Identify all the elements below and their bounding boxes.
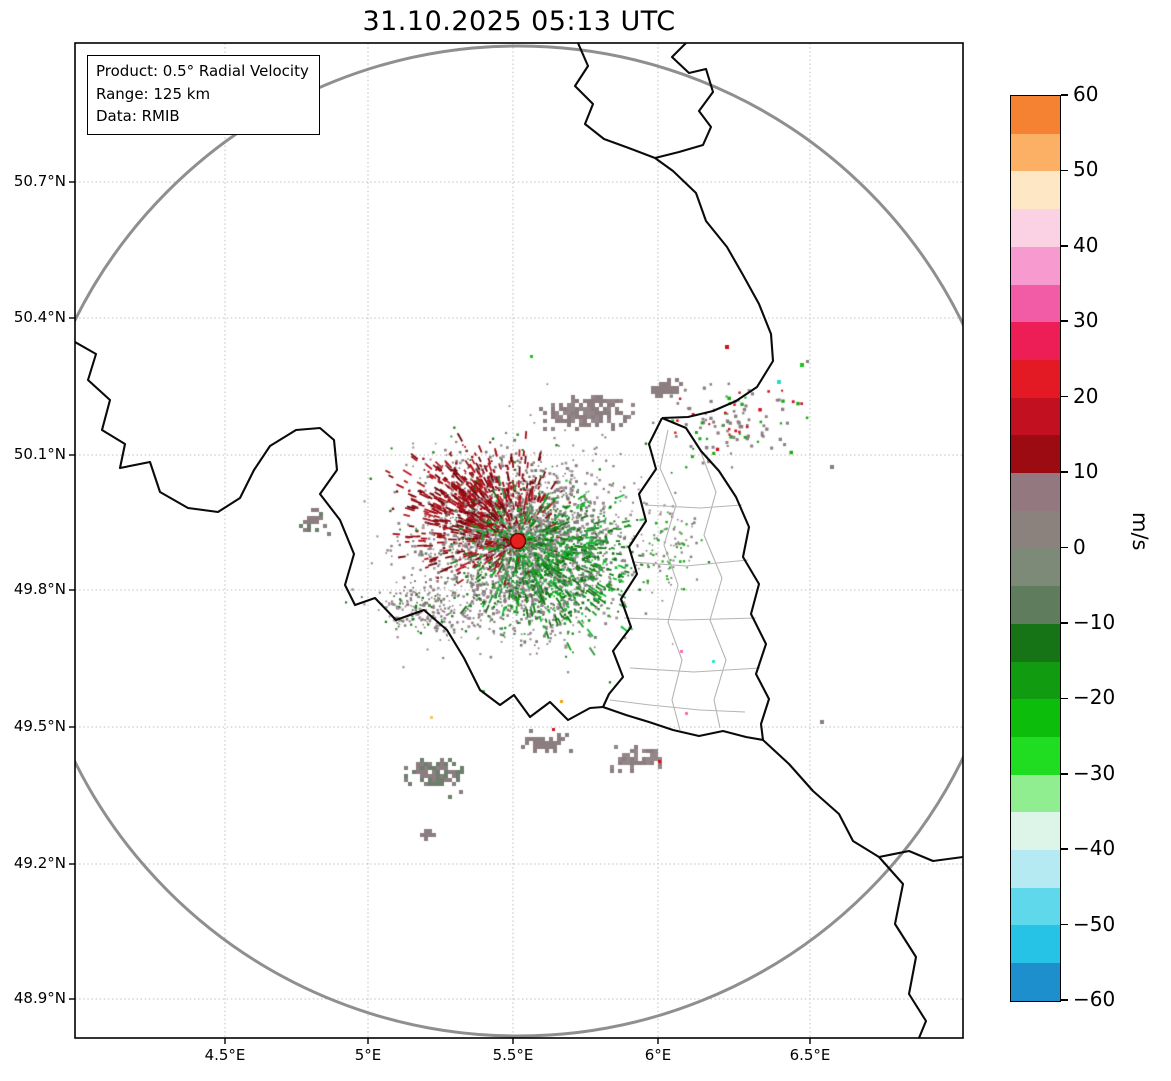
colorbar-segment — [1011, 510, 1060, 549]
data-source-line: Data: RMIB — [96, 107, 180, 125]
colorbar-tick — [1061, 395, 1068, 398]
colorbar-segment — [1011, 397, 1060, 436]
colorbar-segment — [1011, 209, 1060, 247]
x-tick-label: 6.5°E — [789, 1046, 831, 1064]
admin-border-path — [609, 699, 746, 713]
colorbar-segment — [1011, 548, 1060, 587]
colorbar-segment — [1011, 586, 1060, 624]
product-line: Product: 0.5° Radial Velocity — [96, 62, 309, 80]
admin-border-path — [631, 559, 749, 567]
country-border-path — [75, 341, 604, 722]
y-tick-label: 50.4°N — [13, 308, 66, 326]
colorbar-segment — [1011, 322, 1060, 360]
colorbar-unit-label: m/s — [1128, 512, 1152, 551]
colorbar-segment — [1011, 96, 1060, 134]
colorbar-tick-label: 20 — [1073, 383, 1099, 408]
colorbar-segment — [1011, 246, 1060, 285]
country-border-path — [661, 417, 771, 741]
y-tick-label: 50.1°N — [13, 445, 66, 463]
colorbar-segment — [1011, 963, 1060, 1001]
y-tick-label: 50.7°N — [13, 172, 66, 190]
country-border-path — [654, 157, 775, 420]
admin-border-path — [644, 504, 743, 509]
x-tick-label: 4.5°E — [204, 1046, 246, 1064]
colorbar-tick — [1061, 848, 1068, 850]
colorbar-tick-label: −20 — [1073, 685, 1116, 710]
colorbar-tick — [1061, 245, 1068, 247]
colorbar-tick-label: 50 — [1073, 157, 1099, 182]
colorbar-tick-label: 0 — [1073, 534, 1086, 559]
x-tick-label: 5°E — [354, 1046, 382, 1064]
country-border-path — [602, 706, 764, 742]
colorbar-segment — [1011, 812, 1060, 851]
y-tick-label: 49.2°N — [13, 854, 66, 872]
colorbar-tick — [1061, 169, 1068, 172]
axes-frame — [74, 42, 964, 1039]
country-border-path — [654, 43, 715, 160]
colorbar-segment — [1011, 887, 1060, 926]
admin-border-path — [659, 429, 683, 731]
colorbar-tick-label: −50 — [1073, 911, 1116, 936]
colorbar-tick-label: 60 — [1073, 82, 1099, 106]
colorbar-tick-label: −60 — [1073, 987, 1116, 1011]
colorbar-tick — [1061, 622, 1068, 624]
admin-border-path — [623, 617, 757, 621]
y-tick-label: 48.9°N — [13, 989, 66, 1007]
x-tick-label: 5.5°E — [492, 1046, 534, 1064]
colorbar-segment — [1011, 284, 1060, 323]
colorbar-tick-label: 10 — [1073, 459, 1099, 484]
colorbar-tick — [1061, 320, 1068, 323]
country-border-path — [762, 739, 928, 1038]
colorbar-tick-label: 40 — [1073, 232, 1099, 257]
colorbar-tick — [1061, 546, 1068, 549]
colorbar-segment — [1011, 850, 1060, 888]
colorbar-tick — [1061, 999, 1068, 1001]
country-border-path — [878, 849, 963, 863]
colorbar-segment — [1011, 435, 1060, 474]
colorbar-tick — [1061, 697, 1068, 700]
colorbar-tick — [1061, 923, 1068, 926]
colorbar-segment — [1011, 736, 1060, 775]
colorbar-segment — [1011, 925, 1060, 964]
colorbar-tick — [1061, 471, 1068, 473]
colorbar-tick — [1061, 94, 1068, 96]
colorbar — [1010, 95, 1061, 1002]
x-tick-label: 6°E — [644, 1046, 672, 1064]
colorbar-segment — [1011, 661, 1060, 700]
admin-border-path — [629, 667, 761, 673]
colorbar-tick-label: −10 — [1073, 609, 1116, 634]
product-info-box: Product: 0.5° Radial Velocity Range: 125… — [87, 55, 320, 135]
colorbar-tick-label: −40 — [1073, 836, 1116, 861]
colorbar-segment — [1011, 133, 1060, 172]
y-tick-label: 49.5°N — [13, 717, 66, 735]
y-tick-label: 49.8°N — [13, 580, 66, 598]
country-border-path — [573, 43, 656, 159]
radar-site-marker — [509, 532, 527, 550]
colorbar-segment — [1011, 623, 1060, 662]
colorbar-segment — [1011, 359, 1060, 398]
colorbar-segment — [1011, 774, 1060, 813]
colorbar-segment — [1011, 473, 1060, 511]
colorbar-tick-label: 30 — [1073, 308, 1099, 333]
colorbar-tick — [1061, 772, 1068, 775]
colorbar-tick-label: −30 — [1073, 760, 1116, 785]
admin-border-path — [699, 449, 727, 729]
colorbar-segment — [1011, 699, 1060, 737]
country-border-path — [602, 417, 663, 708]
range-line: Range: 125 km — [96, 84, 211, 103]
colorbar-segment — [1011, 171, 1060, 210]
